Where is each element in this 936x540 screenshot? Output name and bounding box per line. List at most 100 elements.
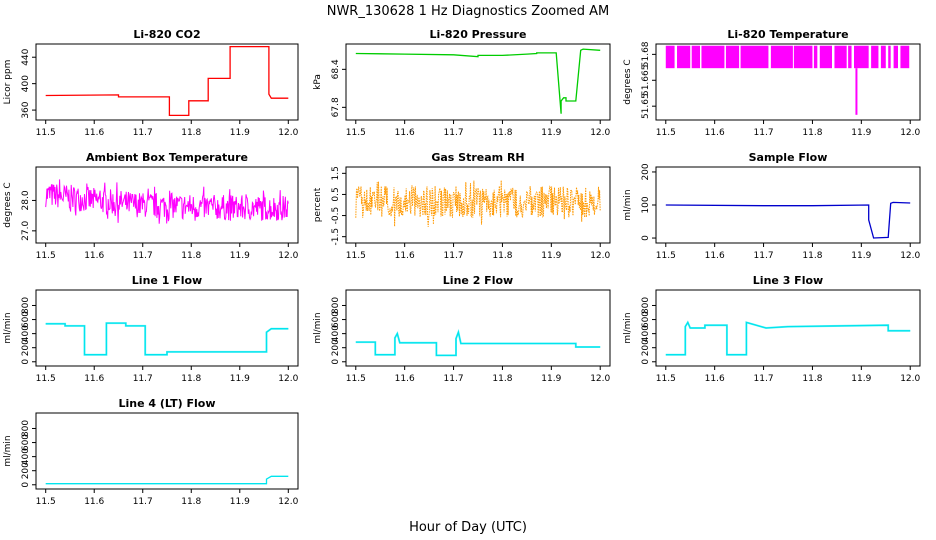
x-tick-label: 11.8 xyxy=(492,128,512,138)
y-axis-label: ml/min xyxy=(3,312,13,343)
x-tick-label: 11.7 xyxy=(754,128,774,138)
y-tick-label: 67.8 xyxy=(331,97,341,117)
x-tick-label: 11.5 xyxy=(656,374,676,384)
temperature-bar xyxy=(677,45,691,69)
y-tick-label: -1.5 xyxy=(331,228,341,246)
y-tick-label: 100 xyxy=(641,196,651,213)
plot-area xyxy=(665,45,910,115)
y-tick-label: 51.65 xyxy=(641,93,651,119)
y-tick-label: 800 xyxy=(641,297,651,314)
x-tick-label: 11.5 xyxy=(36,374,56,384)
x-tick-label: 11.8 xyxy=(492,251,512,261)
temperature-bar xyxy=(813,45,818,69)
plot-area xyxy=(665,320,911,356)
temperature-bar xyxy=(793,45,813,69)
y-tick-label: 800 xyxy=(21,420,31,437)
y-tick-label: 200 xyxy=(21,339,31,356)
plot-frame xyxy=(345,166,611,244)
y-tick-label: 200 xyxy=(331,339,341,356)
series-line-line4 xyxy=(45,475,289,485)
y-tick-label: 0 xyxy=(21,482,31,488)
y-tick-label: 0 xyxy=(641,235,651,241)
y-axis-label: ml/min xyxy=(313,312,323,343)
x-tick-label: 11.8 xyxy=(802,128,822,138)
x-tick-label: 11.7 xyxy=(444,251,464,261)
x-tick-label: 11.9 xyxy=(230,497,250,507)
x-tick-label: 11.9 xyxy=(541,128,561,138)
x-tick-label: 11.6 xyxy=(395,251,415,261)
temperature-bar xyxy=(871,45,879,69)
x-tick-label: 11.5 xyxy=(36,497,56,507)
series-line-pressure xyxy=(355,48,601,114)
x-tick-label: 11.5 xyxy=(656,128,676,138)
panel-title: Sample Flow xyxy=(749,151,828,164)
temperature-bar xyxy=(819,45,832,69)
x-tick-label: 11.9 xyxy=(230,128,250,138)
x-tick-label: 11.9 xyxy=(851,374,871,384)
x-tick-label: 11.8 xyxy=(181,374,201,384)
panel-rh: Gas Stream RH percent 11.5 11.6 11.7 11.8 11.9… xyxy=(313,151,611,261)
panel-title: Ambient Box Temperature xyxy=(86,151,248,164)
x-tick-label: 12.0 xyxy=(278,251,298,261)
y-tick-label: 0.5 xyxy=(331,187,341,201)
temperature-bar xyxy=(900,45,910,69)
y-axis-label: ml/min xyxy=(3,435,13,466)
x-tick-label: 11.8 xyxy=(802,374,822,384)
panel-pressure: Li-820 Pressure kPa 11.5 11.6 11.7 11.8 11.9 12… xyxy=(313,28,611,138)
y-tick-label: 28.0 xyxy=(21,190,31,210)
series-line-box_temp xyxy=(45,179,289,224)
x-tick-label: 11.5 xyxy=(346,251,366,261)
panel-title: Line 4 (LT) Flow xyxy=(119,397,216,410)
series-line-rh xyxy=(355,180,601,227)
x-tick-label: 11.9 xyxy=(230,374,250,384)
panel-title: Line 2 Flow xyxy=(443,274,513,287)
x-tick-label: 12.0 xyxy=(278,497,298,507)
y-tick-label: 400 xyxy=(21,325,31,342)
x-tick-label: 11.5 xyxy=(36,251,56,261)
y-tick-label: 600 xyxy=(331,311,341,328)
series-band-line1 xyxy=(45,322,289,356)
panel-line2: Line 2 Flow ml/min 11.5 11.6 11.7 11.8 11.9 12.… xyxy=(313,274,611,384)
x-tick-label: 12.0 xyxy=(900,374,920,384)
y-tick-label: 51.68 xyxy=(641,41,651,67)
x-tick-label: 11.7 xyxy=(444,374,464,384)
y-tick-label: 400 xyxy=(21,75,31,92)
x-tick-label: 11.7 xyxy=(444,128,464,138)
x-tick-label: 11.5 xyxy=(36,128,56,138)
y-tick-label: 0 xyxy=(641,359,651,365)
panel-title: Li-820 Temperature xyxy=(727,28,848,41)
temperature-bar xyxy=(701,45,725,69)
y-axis-label: ml/min xyxy=(623,312,633,343)
panel-title: Li-820 CO2 xyxy=(133,28,200,41)
x-tick-label: 12.0 xyxy=(278,374,298,384)
y-tick-label: 0 xyxy=(21,359,31,365)
y-tick-label: -0.5 xyxy=(331,207,341,225)
plot-frame xyxy=(35,289,299,367)
y-tick-label: 200 xyxy=(641,339,651,356)
x-tick-label: 11.6 xyxy=(84,374,104,384)
temperature-bar xyxy=(893,45,898,69)
y-tick-label: 27.0 xyxy=(21,221,31,241)
x-tick-label: 12.0 xyxy=(590,251,610,261)
temperature-bar xyxy=(665,45,675,69)
x-tick-label: 11.7 xyxy=(133,128,153,138)
x-tick-label: 11.6 xyxy=(84,251,104,261)
panel-sample_flow: Sample Flow ml/min 11.5 11.6 11.7 11.8 11.9 12.… xyxy=(623,151,921,261)
series-line-sample_flow xyxy=(665,201,911,239)
x-tick-label: 11.8 xyxy=(802,251,822,261)
y-tick-label: 200 xyxy=(21,462,31,479)
x-tick-label: 12.0 xyxy=(900,128,920,138)
x-tick-label: 11.6 xyxy=(395,128,415,138)
panel-box_temp: Ambient Box Temperature degrees C 11.5 11.6… xyxy=(3,151,299,261)
plot-frame xyxy=(35,43,299,121)
series-line-line2 xyxy=(355,329,601,357)
y-tick-label: 800 xyxy=(331,297,341,314)
x-tick-label: 11.8 xyxy=(181,251,201,261)
figure-title: NWR_130628 1 Hz Diagnostics Zoomed AM xyxy=(327,4,610,19)
panel-co2: Li-820 CO2 Licor ppm 11.5 11.6 11.7 11.8 11.9 1… xyxy=(3,28,299,138)
x-tick-label: 11.7 xyxy=(754,374,774,384)
panel-title: Gas Stream RH xyxy=(431,151,524,164)
temperature-bar xyxy=(691,45,700,69)
y-tick-label: 600 xyxy=(21,311,31,328)
